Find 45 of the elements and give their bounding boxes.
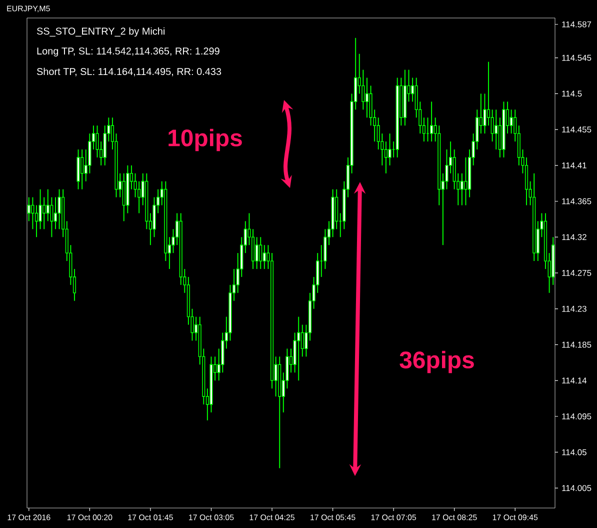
candlestick <box>31 196 34 230</box>
y-tick-label: 114.32 <box>562 234 586 240</box>
candlestick <box>122 172 126 222</box>
y-tick-label: 114.275 <box>562 270 592 276</box>
y-tick-label: 114.41 <box>562 162 586 168</box>
y-tick-label: 114.545 <box>562 54 592 61</box>
candlestick <box>34 204 38 238</box>
candlestick <box>76 148 80 190</box>
candlestick <box>384 140 388 174</box>
y-tick-label: 114.14 <box>562 378 587 384</box>
candlestick <box>58 188 61 230</box>
annotation: Short TP, SL: 114.164,114.495, RR: 0.433 <box>36 68 222 76</box>
candlestick <box>259 236 262 270</box>
candlestick <box>524 156 528 206</box>
candlestick <box>262 244 266 270</box>
y-tick-label: 114.455 <box>562 126 592 132</box>
annotation: 10pips <box>168 128 242 152</box>
annotation: SS_STO_ENTRY_2 by Michi <box>36 27 164 37</box>
candlestick <box>42 196 46 230</box>
candlestick <box>464 156 468 206</box>
candlestick <box>300 324 304 358</box>
candlestick <box>251 228 255 270</box>
candlestick <box>460 172 464 206</box>
y-tick-label: 114.23 <box>562 306 586 312</box>
y-tick-label: 114.05 <box>562 449 586 456</box>
y-tick-label: 114.365 <box>562 198 592 204</box>
y-tick-label: 114.587 <box>562 21 592 28</box>
annotation: Long TP, SL: 114.542,114.365, RR: 1.299 <box>37 47 220 56</box>
candlestick <box>38 188 42 230</box>
candlestick <box>335 188 338 230</box>
candlestick <box>430 101 434 142</box>
annotation: 36pips <box>400 350 474 374</box>
y-tick-label: 114.005 <box>562 485 592 492</box>
y-tick-label: 114.185 <box>562 342 592 348</box>
candlestick <box>388 133 392 166</box>
candlestick <box>46 188 50 222</box>
candlestick <box>494 109 498 150</box>
y-tick-label: 114.5 <box>562 90 582 97</box>
candlestick <box>54 196 58 230</box>
y-tick-label: 114.095 <box>562 413 592 420</box>
candlestick <box>80 148 84 190</box>
candlestick <box>365 77 369 118</box>
candlestick <box>255 236 258 270</box>
candlestick <box>297 316 300 382</box>
candlestick <box>510 109 513 134</box>
